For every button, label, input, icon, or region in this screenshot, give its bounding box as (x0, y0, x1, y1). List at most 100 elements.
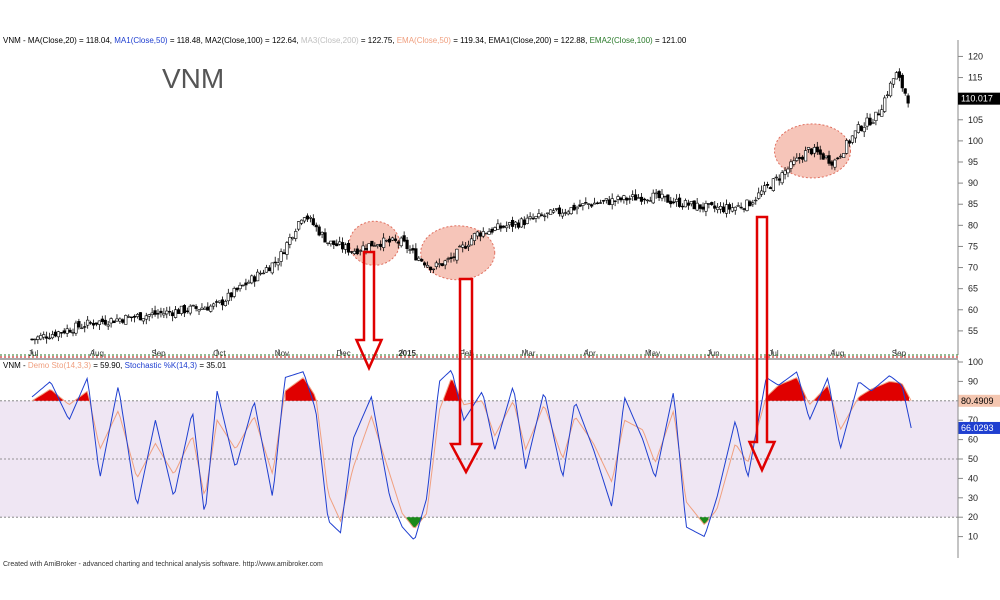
candle-body (713, 205, 717, 209)
month-label: Sep (892, 349, 907, 358)
candle-body (833, 159, 837, 168)
month-label: May (645, 349, 660, 358)
candle-body (302, 217, 307, 222)
candle-body (156, 313, 160, 315)
candle-body (531, 217, 535, 220)
candle-body (719, 206, 723, 210)
candle-body (897, 71, 901, 78)
candle-body (147, 314, 151, 317)
candle-body (455, 248, 459, 261)
candle-body (639, 196, 644, 202)
candle-body (906, 95, 910, 104)
price-last-value-tag: 110.017 (958, 92, 1000, 105)
candle-body (94, 322, 99, 325)
candle-body (39, 335, 43, 340)
candle-body (736, 205, 740, 207)
candle-body (390, 237, 395, 241)
candle-body (299, 219, 304, 224)
candle-body (235, 287, 239, 291)
candle-body (780, 172, 784, 184)
candle-body (250, 275, 254, 284)
candle-body (440, 263, 444, 267)
candle-body (238, 284, 242, 290)
candle-body (853, 130, 857, 139)
candle-body (874, 111, 878, 121)
candle-body (253, 276, 257, 282)
header-part: = 121.00 (653, 36, 687, 45)
candle-body (452, 256, 456, 258)
month-label: Sep (151, 349, 166, 358)
header-part: EMA(Close,50) (395, 36, 452, 45)
candle-body (803, 150, 808, 162)
candle-body (528, 216, 532, 219)
candle-body (768, 187, 773, 190)
candle-body (370, 240, 374, 247)
overbought-fill (765, 377, 806, 401)
candle-body (431, 268, 436, 271)
candle-body (168, 311, 172, 313)
candle-body (373, 245, 377, 247)
candle-body (36, 336, 40, 340)
candle-body (669, 200, 673, 205)
month-label: Aug (830, 349, 844, 358)
header-price: VNM - MA(Close,20) = 118.04, MA1(Close,5… (3, 36, 687, 45)
candle-body (675, 198, 679, 202)
month-label: Jun (707, 349, 720, 358)
stochastic-20-80-band (0, 400, 958, 518)
month-label: Nov (275, 349, 289, 358)
candle-body (724, 204, 729, 214)
candle-body (305, 215, 310, 220)
candle-body (200, 307, 204, 310)
month-label: Apr (583, 349, 596, 358)
candle-body (903, 88, 907, 94)
candle-body (425, 265, 430, 268)
header-part: MA1(Close,50) (112, 36, 168, 45)
candle-body (760, 190, 764, 195)
candle-body (522, 219, 526, 226)
candle-body (47, 337, 52, 340)
candle-body (862, 127, 866, 133)
candle-body (115, 318, 119, 322)
candle-body (188, 305, 192, 314)
candles (30, 68, 910, 345)
candle-body (165, 310, 169, 315)
candle-body (150, 312, 154, 315)
candle-body (525, 217, 529, 224)
candle-body (554, 208, 559, 210)
candle-body (601, 200, 605, 202)
price-tick-label: 105 (968, 115, 983, 125)
candle-body (376, 244, 380, 247)
month-label: Dec (337, 349, 351, 358)
candle-body (792, 160, 796, 165)
candle-body (499, 225, 503, 229)
stochastic-y-axis: 102030405060708090100 (958, 357, 983, 542)
candle-body (173, 309, 178, 318)
price-pane-background (0, 40, 958, 355)
overbought-fill (76, 391, 90, 401)
candle-body (103, 319, 107, 325)
candle-body (294, 231, 298, 239)
month-label: Oct (213, 349, 226, 358)
candle-body (396, 241, 400, 244)
candle-body (631, 194, 635, 197)
candle-body (765, 184, 770, 186)
price-tag-box (958, 92, 1000, 105)
candle-body (883, 97, 887, 112)
stochastic-tick-label: 30 (968, 493, 978, 503)
candle-body (607, 199, 611, 205)
price-tick-label: 100 (968, 136, 983, 146)
candle-body (135, 314, 140, 317)
candle-body (701, 206, 705, 210)
candle-body (285, 242, 289, 255)
candle-body (774, 176, 778, 179)
candle-body (502, 225, 506, 228)
candle-body (379, 243, 383, 247)
candle-body (241, 284, 245, 287)
header-part: Demo Sto(14,3,3) (28, 361, 91, 370)
candle-body (859, 125, 863, 131)
candle-body (382, 237, 386, 248)
candle-body (786, 168, 790, 174)
candle-body (138, 312, 143, 321)
candle-body (798, 157, 802, 159)
candle-body (428, 266, 433, 271)
